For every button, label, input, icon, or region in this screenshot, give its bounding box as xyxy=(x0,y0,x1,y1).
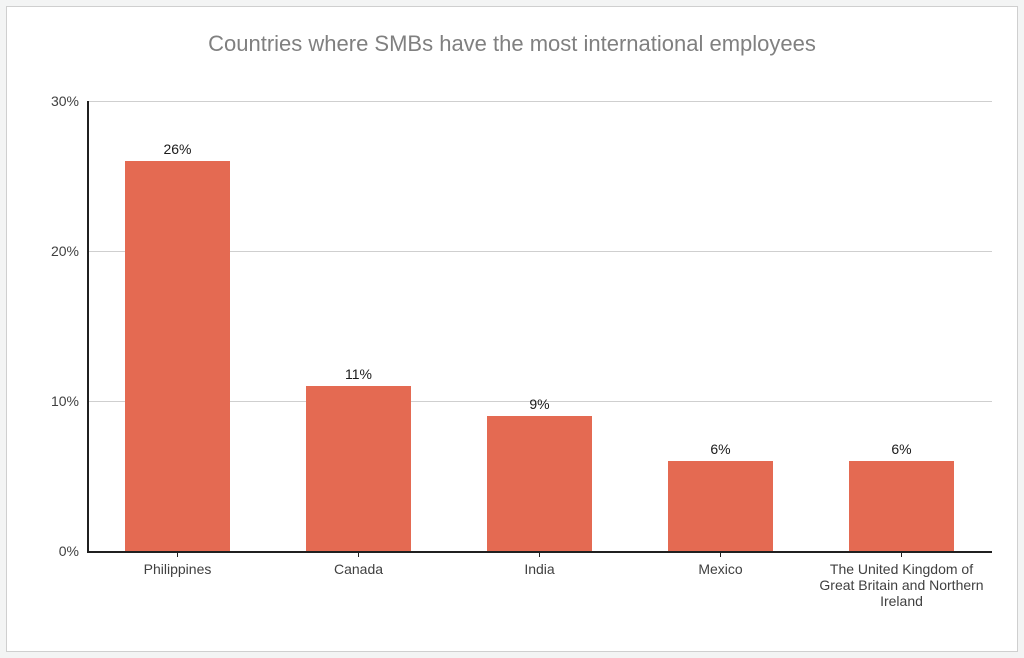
x-tick xyxy=(177,551,178,557)
bar xyxy=(668,461,773,551)
x-tick-label: India xyxy=(454,561,626,577)
chart-card: Countries where SMBs have the most inter… xyxy=(6,6,1018,652)
bar xyxy=(125,161,230,551)
x-tick-label: Mexico xyxy=(635,561,807,577)
x-tick xyxy=(539,551,540,557)
x-tick-label: Philippines xyxy=(92,561,264,577)
bar xyxy=(306,386,411,551)
plot-area: 0%10%20%30%26%Philippines11%Canada9%Indi… xyxy=(87,101,992,551)
y-tick-label: 30% xyxy=(39,93,79,109)
x-tick-label: The United Kingdom of Great Britain and … xyxy=(816,561,988,609)
bar-value-label: 11% xyxy=(345,366,372,382)
y-tick-label: 20% xyxy=(39,243,79,259)
x-tick xyxy=(720,551,721,557)
chart-outer-frame: Countries where SMBs have the most inter… xyxy=(0,0,1024,658)
x-tick-label: Canada xyxy=(273,561,445,577)
bar xyxy=(849,461,954,551)
bar-value-label: 26% xyxy=(163,141,191,157)
x-tick xyxy=(358,551,359,557)
bar xyxy=(487,416,592,551)
y-axis xyxy=(87,101,89,551)
gridline xyxy=(87,101,992,102)
chart-title: Countries where SMBs have the most inter… xyxy=(7,31,1017,57)
bar-value-label: 6% xyxy=(710,441,730,457)
bar-value-label: 9% xyxy=(529,396,549,412)
y-tick-label: 0% xyxy=(39,543,79,559)
y-tick-label: 10% xyxy=(39,393,79,409)
x-tick xyxy=(901,551,902,557)
bar-value-label: 6% xyxy=(891,441,911,457)
